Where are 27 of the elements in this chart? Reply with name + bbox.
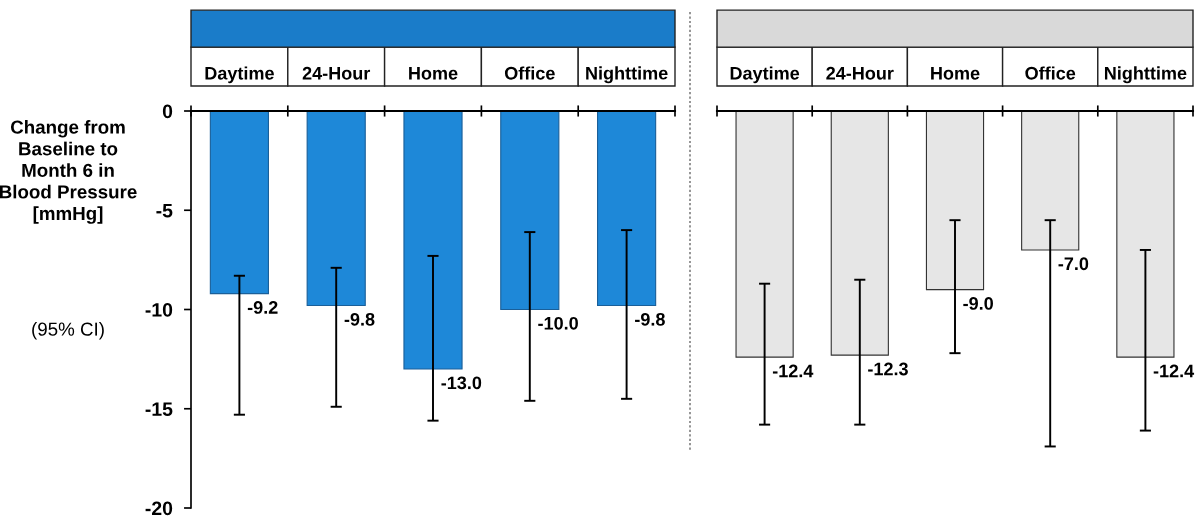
data-label: -9.8 [344, 312, 375, 326]
y-tick-label: -15 [145, 402, 173, 416]
data-label: -13.0 [441, 376, 482, 390]
y-tick-label: -20 [145, 501, 173, 516]
x-tick-label: 24-Hour [826, 66, 894, 80]
y-axis-title: Change from Baseline to Month 6 in Blood Pressure [mmHg] [0, 120, 137, 224]
x-tick-label: Home [931, 67, 980, 80]
y-tick-label: -10 [145, 302, 173, 317]
y-tick-label: 0 [162, 104, 173, 119]
data-label: -9.0 [963, 297, 993, 310]
data-label: -9.2 [247, 301, 278, 314]
x-tick-label: Office [504, 66, 555, 80]
x-tick-label: Office [1025, 66, 1076, 80]
data-label: -10.0 [538, 316, 578, 330]
x-tick-label: 24-Hour [302, 66, 371, 80]
x-tick-label: Daytime [205, 66, 274, 84]
text: (95% CI) [32, 322, 104, 340]
data-label: -12.3 [868, 362, 908, 376]
data-label: -12.4 [772, 364, 814, 378]
x-tick-label: Home [409, 67, 458, 80]
y-tick-label: -5 [156, 203, 173, 218]
data-label: -9.8 [635, 312, 665, 326]
x-tick-label: Daytime [730, 66, 800, 84]
x-tick-label: Nighttime [1104, 66, 1187, 84]
x-tick-label: Nighttime [586, 66, 668, 84]
data-label: -7.0 [1058, 257, 1089, 271]
data-label: -12.4 [1153, 364, 1195, 378]
